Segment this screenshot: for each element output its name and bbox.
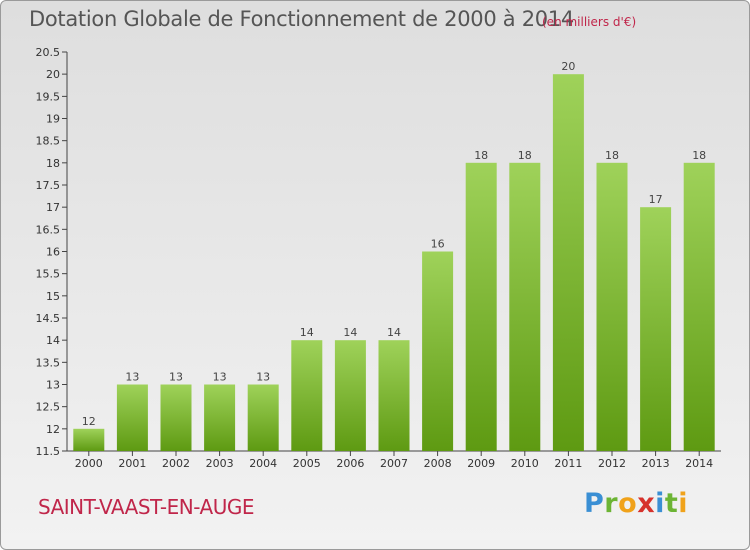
y-tick-label: 14 <box>46 334 60 347</box>
data-label-2005: 14 <box>300 326 314 339</box>
y-tick-label: 16 <box>46 246 60 259</box>
y-tick-label: 14.5 <box>36 312 61 325</box>
data-label-2002: 13 <box>169 371 183 384</box>
y-tick-label: 12 <box>46 423 60 436</box>
y-tick-label: 15.5 <box>36 268 61 281</box>
chart-bars <box>73 74 715 452</box>
y-tick-label: 13 <box>46 379 60 392</box>
bar-2000 <box>73 428 105 451</box>
y-tick-label: 17.5 <box>36 179 61 192</box>
commune-name: SAINT-VAAST-EN-AUGE <box>38 495 254 519</box>
bar-2011 <box>552 74 584 451</box>
x-tick-label: 2002 <box>162 457 190 470</box>
y-tick-label: 20.5 <box>36 46 61 59</box>
logo-letter-i-2: i <box>678 488 689 519</box>
x-tick-label: 2011 <box>554 457 582 470</box>
bar-2013 <box>640 207 672 451</box>
x-tick-label: 2003 <box>206 457 234 470</box>
logo-letter-i: i <box>655 488 665 519</box>
chart-title: Dotation Globale de Fonctionnement de 20… <box>29 7 574 31</box>
bar-2006 <box>334 340 366 451</box>
chart-unit: (en milliers d'€) <box>542 15 637 29</box>
bar-2003 <box>204 384 236 451</box>
x-tick-label: 2008 <box>424 457 452 470</box>
y-tick-label: 15 <box>46 290 60 303</box>
y-tick-label: 11.5 <box>36 445 61 458</box>
data-label-2000: 12 <box>82 415 96 428</box>
data-label-2004: 13 <box>256 371 270 384</box>
chart-axes: 11.5 12 12.5 13 13.5 14 14.5 15 15.5 16 16.5 17 17.5… <box>36 46 721 458</box>
logo-letter-o: o <box>618 488 638 519</box>
data-label-2003: 13 <box>213 371 227 384</box>
y-tick-label: 17 <box>46 201 60 214</box>
data-label-2012: 18 <box>605 149 619 162</box>
data-label-2014: 18 <box>692 149 706 162</box>
data-label-2013: 17 <box>649 193 663 206</box>
bar-2002 <box>160 384 192 451</box>
y-tick-label: 19 <box>46 113 60 126</box>
bar-2012 <box>596 162 628 452</box>
logo-letter-r: r <box>604 488 619 519</box>
x-tick-label: 2000 <box>75 457 103 470</box>
data-label-2009: 18 <box>474 149 488 162</box>
data-label-2001: 13 <box>125 371 139 384</box>
logo-letter-p: P <box>584 488 605 519</box>
x-tick-label: 2013 <box>642 457 670 470</box>
logo-letter-x: x <box>637 488 656 519</box>
bar-2010 <box>509 162 541 452</box>
y-tick-label: 18.5 <box>36 135 61 148</box>
bar-2009 <box>465 162 497 452</box>
y-tick-label: 20 <box>46 68 60 81</box>
x-tick-label: 2014 <box>685 457 713 470</box>
data-label-2007: 14 <box>387 326 401 339</box>
x-tick-label: 2012 <box>598 457 626 470</box>
y-tick-label: 16.5 <box>36 223 61 236</box>
x-tick-label: 2005 <box>293 457 321 470</box>
proxiti-logo[interactable]: Proxiti <box>584 488 688 519</box>
bar-2001 <box>116 384 148 451</box>
bar-2004 <box>247 384 279 451</box>
y-tick-label: 19.5 <box>36 90 61 103</box>
bar-2005 <box>291 340 323 451</box>
x-tick-label: 2010 <box>511 457 539 470</box>
bar-2007 <box>378 340 410 451</box>
logo-letter-t: t <box>664 488 679 519</box>
data-label-2010: 18 <box>518 149 532 162</box>
x-tick-label: 2001 <box>118 457 146 470</box>
bar-2014 <box>683 162 715 452</box>
x-tick-label: 2004 <box>249 457 277 470</box>
data-label-2008: 16 <box>431 238 445 251</box>
x-tick-label: 2007 <box>380 457 408 470</box>
chart-labels: 2000 12 2001 13 2002 13 2003 13 2004 13 2005 14 2006… <box>75 60 713 470</box>
data-label-2011: 20 <box>561 60 575 73</box>
y-tick-label: 13.5 <box>36 356 61 369</box>
bar-2008 <box>422 251 454 451</box>
y-tick-label: 18 <box>46 157 60 170</box>
data-label-2006: 14 <box>343 326 357 339</box>
y-tick-label: 12.5 <box>36 401 61 414</box>
x-tick-label: 2006 <box>336 457 364 470</box>
x-tick-label: 2009 <box>467 457 495 470</box>
